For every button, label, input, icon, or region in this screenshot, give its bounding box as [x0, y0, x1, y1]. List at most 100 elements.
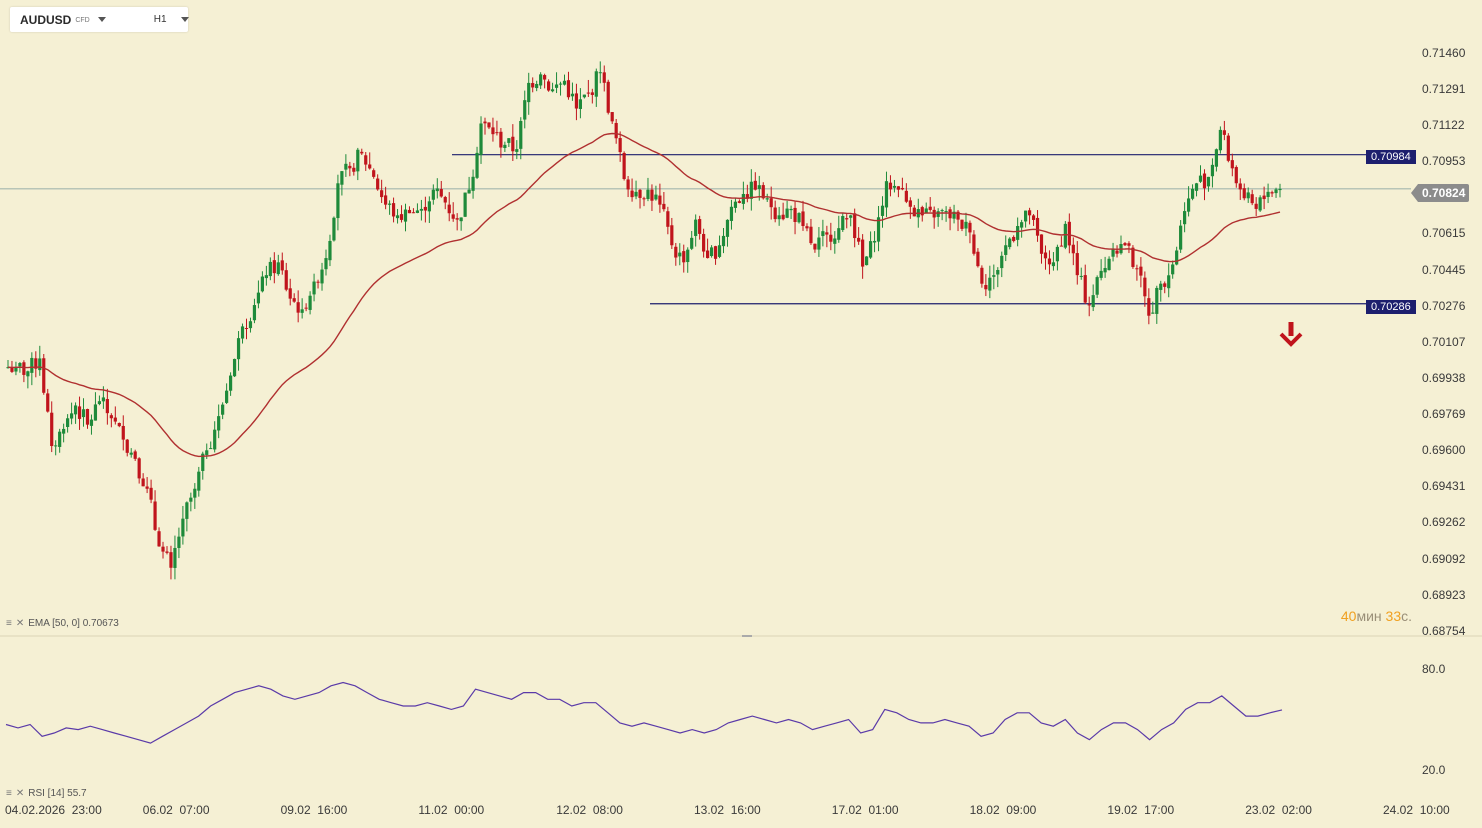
- bull-candle: [1175, 250, 1179, 265]
- bull-candle: [821, 231, 825, 237]
- bear-candle: [376, 178, 380, 190]
- bull-candle: [690, 237, 694, 249]
- bear-candle: [829, 234, 833, 242]
- bull-candle: [471, 176, 475, 191]
- bull-candle: [356, 149, 360, 172]
- bear-candle: [113, 417, 117, 422]
- chevron-down-icon[interactable]: [97, 17, 106, 22]
- bull-candle: [678, 252, 682, 257]
- bull-candle: [193, 488, 197, 498]
- bear-candle: [125, 439, 129, 453]
- timeframe-label[interactable]: H1: [153, 14, 167, 25]
- bull-candle: [539, 74, 543, 86]
- close-icon[interactable]: ✕: [15, 618, 25, 629]
- level-tag-upper[interactable]: 0.70984: [1366, 150, 1416, 164]
- bear-candle: [813, 243, 817, 250]
- bear-candle: [511, 136, 515, 152]
- bull-candle: [205, 450, 209, 455]
- rsi-indicator-label[interactable]: ≡ ✕ RSI [14] 55.7: [6, 788, 87, 799]
- arrow-head: [1279, 332, 1303, 347]
- bear-candle: [117, 422, 121, 427]
- bear-candle: [46, 393, 50, 412]
- bull-candle: [1274, 189, 1278, 194]
- bull-candle: [729, 206, 734, 221]
- bull-candle: [868, 241, 873, 258]
- bear-candle: [706, 250, 710, 259]
- bear-candle: [407, 209, 412, 214]
- bull-candle: [209, 448, 213, 450]
- bull-candle: [880, 205, 885, 216]
- bull-candle: [1107, 258, 1111, 271]
- ema-line: [7, 132, 1281, 458]
- bear-candle: [638, 189, 642, 198]
- ema-indicator-label[interactable]: ≡ ✕ EMA [50, 0] 0.70673: [6, 618, 119, 629]
- bull-candle: [765, 198, 769, 200]
- bull-candle: [403, 209, 408, 222]
- bull-candle: [594, 71, 598, 97]
- bear-candle: [1047, 258, 1052, 265]
- bull-candle: [30, 357, 34, 373]
- bear-candle: [976, 251, 980, 267]
- bull-candle: [944, 211, 948, 213]
- bear-candle: [352, 167, 356, 172]
- bear-candle: [1242, 188, 1246, 199]
- bull-candle: [1246, 192, 1250, 199]
- bull-candle: [741, 193, 745, 204]
- bull-candle: [797, 213, 801, 223]
- bear-candle: [956, 211, 960, 220]
- bull-candle: [1099, 270, 1103, 278]
- bear-candle: [292, 298, 296, 302]
- bull-candle: [1214, 149, 1219, 167]
- time-tick-label: 24.02 10:00: [1383, 803, 1450, 817]
- rsi-tick-label: 80.0: [1422, 662, 1446, 676]
- time-tick-label: 04.02.2026 23:00: [5, 803, 102, 817]
- bear-candle: [380, 190, 384, 198]
- bear-candle: [483, 121, 487, 124]
- bull-candle: [320, 269, 324, 284]
- bear-candle: [1262, 195, 1266, 200]
- bear-candle: [698, 219, 702, 234]
- bear-candle: [606, 81, 610, 113]
- bear-candle: [1147, 298, 1151, 316]
- bear-candle: [77, 406, 82, 419]
- bull-candle: [1063, 223, 1067, 248]
- bull-candle: [232, 358, 237, 377]
- bull-candle: [475, 152, 479, 178]
- bull-candle: [395, 215, 400, 219]
- bull-candle: [562, 80, 567, 85]
- bear-candle: [1202, 173, 1207, 189]
- bear-candle: [499, 131, 503, 148]
- bull-candle: [431, 189, 435, 200]
- bull-candle: [1055, 246, 1060, 262]
- bull-candle: [507, 138, 511, 143]
- bull-candle: [1206, 176, 1211, 187]
- bull-candle: [1008, 238, 1012, 248]
- bull-candle: [1016, 226, 1020, 240]
- symbol-selector[interactable]: AUDUSD CFD H1: [10, 7, 189, 32]
- chevron-down-icon[interactable]: [180, 17, 189, 22]
- bull-candle: [427, 201, 431, 212]
- bull-candle: [550, 89, 555, 92]
- bear-candle: [1127, 243, 1131, 246]
- bear-candle: [769, 198, 773, 208]
- bear-candle: [1270, 192, 1274, 194]
- arrow-shaft: [1288, 322, 1294, 336]
- bear-candle: [845, 218, 849, 220]
- bear-candle: [1067, 221, 1071, 246]
- close-icon[interactable]: ✕: [15, 788, 25, 799]
- hamburger-icon[interactable]: ≡: [6, 788, 12, 799]
- bull-candle: [228, 375, 233, 391]
- bull-candle: [81, 409, 86, 418]
- bull-candle: [841, 216, 845, 230]
- bull-candle: [479, 123, 483, 155]
- bull-candle: [865, 256, 869, 266]
- hamburger-icon[interactable]: ≡: [6, 618, 12, 629]
- level-tag-lower[interactable]: 0.70286: [1366, 300, 1416, 314]
- bear-candle: [161, 546, 165, 552]
- bull-candle: [344, 163, 348, 170]
- price-tick-label: 0.68923: [1422, 587, 1466, 602]
- bull-candle: [201, 453, 205, 471]
- candlestick-series: [6, 61, 1282, 580]
- bear-candle: [948, 209, 952, 219]
